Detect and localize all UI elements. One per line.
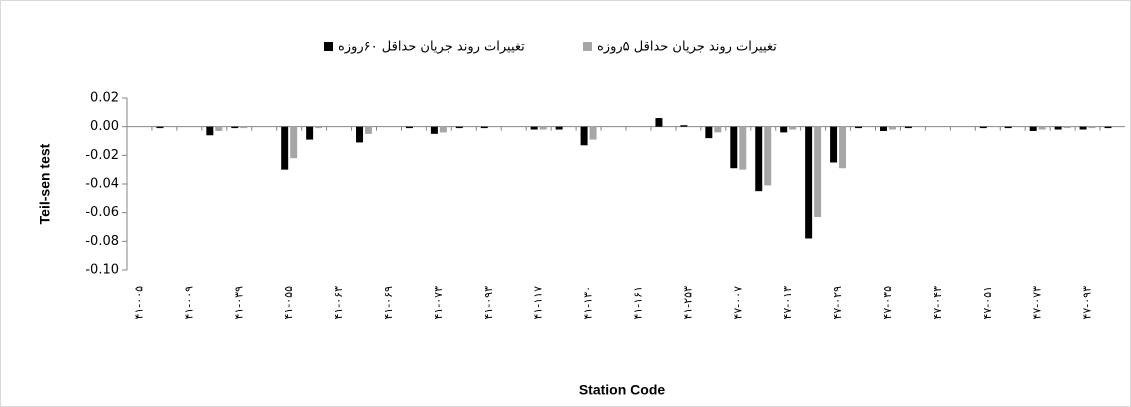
bar	[730, 126, 738, 169]
bar	[904, 126, 912, 129]
y-tick-label: 0.00	[90, 119, 119, 134]
bar	[240, 126, 248, 129]
legend-swatch	[583, 42, 592, 51]
bar	[356, 126, 364, 143]
y-tick-label: -0.04	[85, 177, 119, 192]
y-tick-label: 0.02	[90, 91, 119, 106]
bar	[839, 126, 847, 169]
x-tick-label: ۴۱-۲۵۳	[681, 286, 694, 320]
bar	[480, 126, 488, 129]
bar	[979, 126, 987, 129]
bar	[1079, 126, 1087, 130]
x-tick-label: ۴۱-۱۶۱	[631, 286, 644, 320]
bar	[655, 118, 663, 127]
bar	[739, 126, 747, 170]
bar	[789, 126, 797, 130]
x-tick-label: ۴۱-۰۰۹	[182, 286, 195, 320]
bar	[430, 126, 438, 134]
bar	[705, 126, 713, 139]
legend-swatch	[324, 42, 333, 51]
x-tick-label: ۴۷-۰۳۵	[881, 286, 894, 320]
bar	[315, 126, 323, 129]
bar	[755, 126, 763, 192]
y-tick-label: -0.10	[85, 263, 119, 278]
bar	[879, 126, 887, 131]
legend-label: تغییرات روند جریان حداقل ۵روزه	[597, 40, 777, 55]
bar	[780, 126, 788, 133]
bar	[888, 126, 896, 130]
bar	[764, 126, 772, 186]
bar	[455, 126, 463, 129]
x-tick-label: ۴۱-۰۰۵	[132, 286, 145, 320]
bar	[555, 126, 563, 130]
x-tick-label: ۴۱-۰۶۹	[382, 286, 395, 320]
x-tick-label: ۴۱-۰۳۹	[232, 286, 245, 320]
x-tick-label: ۴۷-۰۹۳	[1081, 286, 1094, 320]
bar	[855, 126, 863, 129]
x-tick-label: ۴۷-۰۲۹	[831, 286, 844, 320]
x-tick-label: ۴۷-۰۱۳	[781, 286, 794, 320]
bar	[1063, 126, 1071, 129]
bar	[215, 126, 223, 131]
x-tick-label: ۴۷-۰۴۳	[931, 286, 944, 320]
x-tick-label: ۴۷-۰۵۱	[981, 286, 994, 320]
x-tick-label: ۴۱-۱۱۷	[532, 286, 545, 320]
x-axis-title: Station Code	[579, 382, 666, 398]
bar	[589, 126, 597, 140]
bar	[290, 126, 298, 159]
x-tick-label: ۴۱-۰۵۵	[282, 286, 295, 320]
bar	[830, 126, 838, 163]
x-tick-label: ۴۷-۰۷۳	[1031, 286, 1044, 320]
bar	[306, 126, 314, 140]
bar	[281, 126, 289, 170]
bar	[1029, 126, 1037, 131]
bar	[714, 126, 722, 133]
bar	[805, 126, 813, 239]
y-tick-label: -0.02	[85, 148, 119, 163]
bar	[231, 126, 239, 129]
bar	[1104, 126, 1112, 129]
bar	[539, 126, 547, 130]
y-tick-label: -0.08	[85, 234, 119, 249]
bar	[365, 126, 373, 134]
bar	[1038, 126, 1046, 130]
bar	[814, 126, 822, 217]
bar	[580, 126, 588, 146]
bar	[680, 125, 688, 127]
bar	[1088, 126, 1096, 129]
x-tick-label: ۴۷-۰۰۷	[731, 286, 744, 320]
legend-label: تغییرات روند جریان حداقل ۶۰روزه	[338, 40, 525, 55]
x-tick-label: ۴۱-۰۷۳	[432, 286, 445, 320]
bar	[439, 126, 447, 133]
x-tick-label: ۴۱-۰۶۳	[332, 286, 345, 320]
y-tick-label: -0.06	[85, 205, 119, 220]
bar	[1054, 126, 1062, 130]
bar	[1004, 126, 1012, 129]
x-tick-label: ۴۱-۰۹۳	[482, 286, 495, 320]
bar	[206, 126, 214, 136]
bar	[530, 126, 538, 130]
x-tick-label: ۴۱-۱۳۰	[582, 286, 595, 320]
bar	[156, 126, 164, 129]
bar	[405, 126, 413, 129]
y-axis-title: Teil-sen test	[37, 143, 53, 224]
